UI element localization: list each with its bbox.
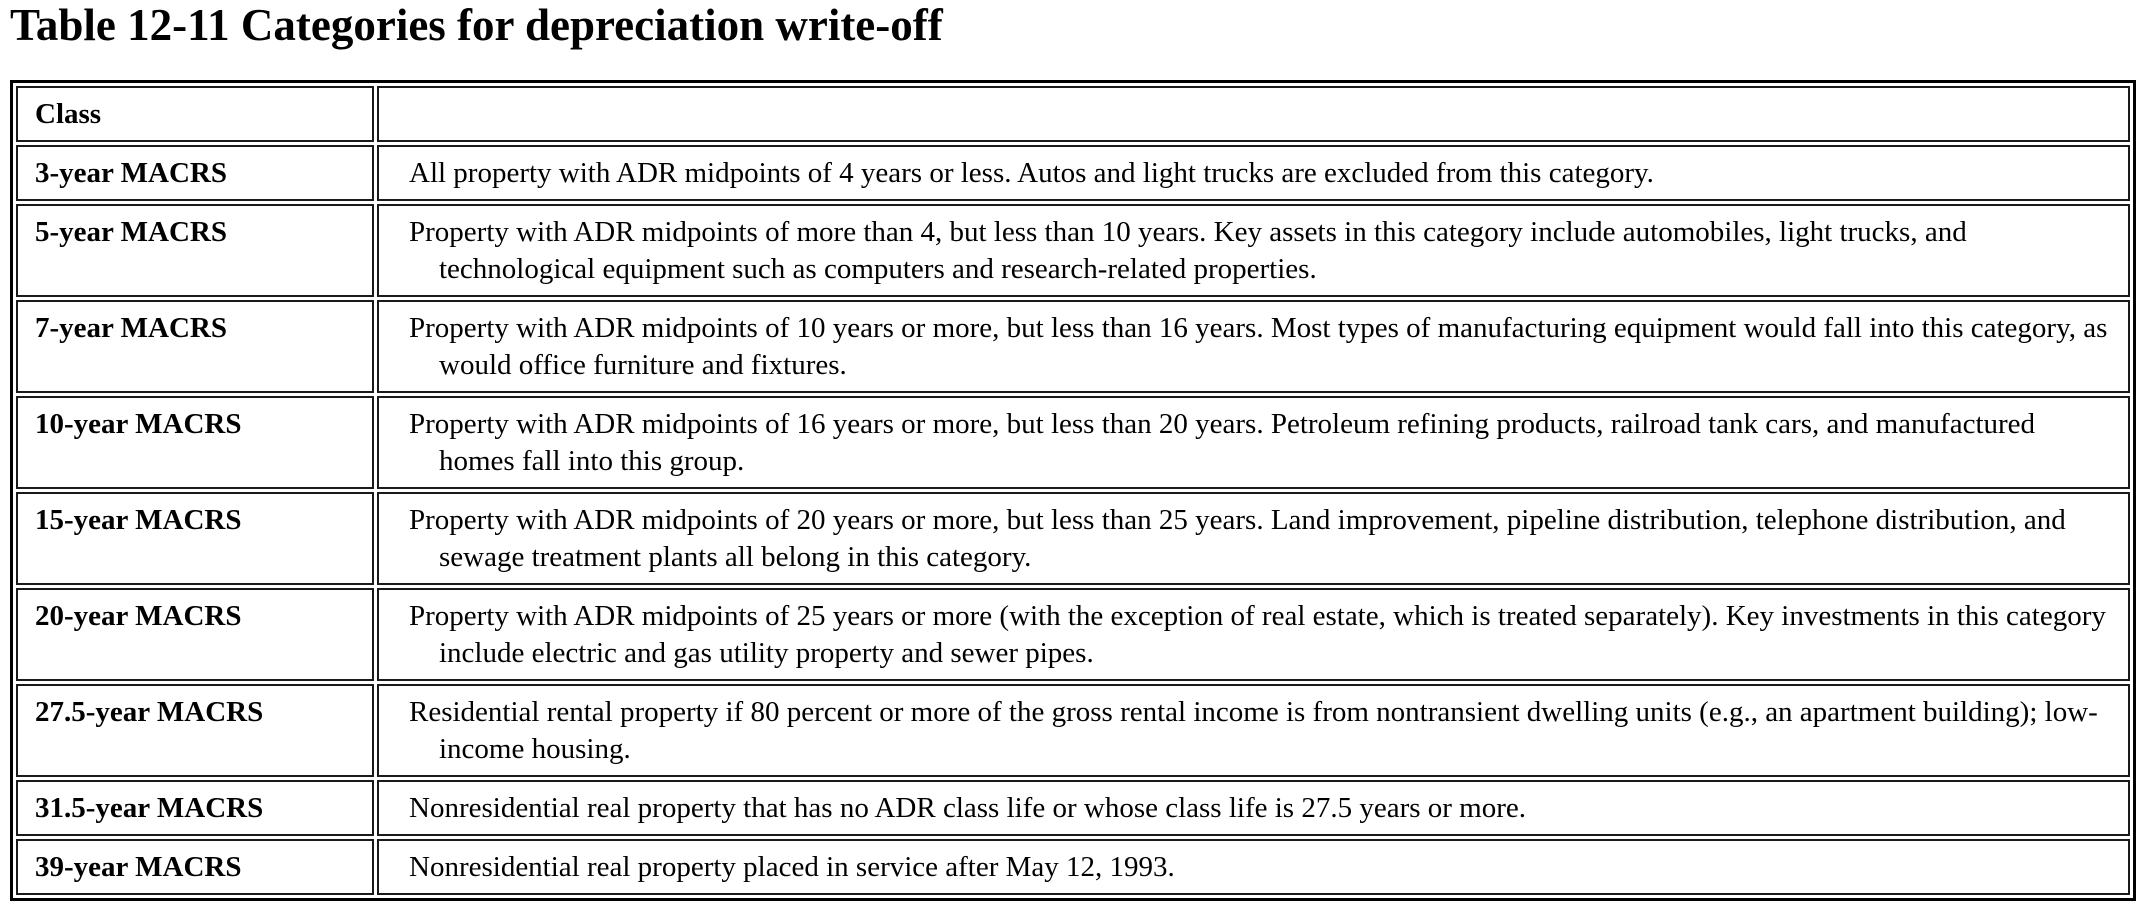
row-description: Residential rental property if 80 percen…: [377, 684, 2130, 778]
column-header-description: [377, 86, 2130, 143]
table-row: 5-year MACRS Property with ADR midpoints…: [16, 204, 2130, 298]
row-description: Property with ADR midpoints of 25 years …: [377, 588, 2130, 682]
table-row: 10-year MACRS Property with ADR midpoint…: [16, 396, 2130, 490]
row-description-text: Property with ADR midpoints of 25 years …: [409, 600, 2106, 670]
row-class-label: 20-year MACRS: [16, 588, 374, 682]
row-description: Property with ADR midpoints of more than…: [377, 204, 2130, 298]
page-title: Table 12-11 Categories for depreciation …: [10, 0, 943, 50]
table-row: 3-year MACRS All property with ADR midpo…: [16, 145, 2130, 202]
table-row: 39-year MACRS Nonresidential real proper…: [16, 839, 2130, 896]
table-row: 27.5-year MACRS Residential rental prope…: [16, 684, 2130, 778]
row-class-label: 3-year MACRS: [16, 145, 374, 202]
row-description-text: Residential rental property if 80 percen…: [409, 696, 2098, 766]
row-description: All property with ADR midpoints of 4 yea…: [377, 145, 2130, 202]
row-description-text: Property with ADR midpoints of 16 years …: [409, 408, 2036, 478]
table-body: Class 3-year MACRS All property with ADR…: [16, 86, 2130, 896]
row-class-label: 10-year MACRS: [16, 396, 374, 490]
table-row: 31.5-year MACRS Nonresidential real prop…: [16, 780, 2130, 837]
depreciation-categories-table: Class 3-year MACRS All property with ADR…: [10, 80, 2136, 902]
row-class-label: 27.5-year MACRS: [16, 684, 374, 778]
row-class-label: 31.5-year MACRS: [16, 780, 374, 837]
document-page: Table 12-11 Categories for depreciation …: [10, 0, 2136, 902]
row-description: Property with ADR midpoints of 10 years …: [377, 300, 2130, 394]
row-class-label: 5-year MACRS: [16, 204, 374, 298]
row-class-label: 15-year MACRS: [16, 492, 374, 586]
table-row: 15-year MACRS Property with ADR midpoint…: [16, 492, 2130, 586]
row-description-text: Nonresidential real property placed in s…: [409, 851, 1175, 884]
row-description-text: Nonresidential real property that has no…: [409, 792, 1527, 825]
column-header-class: Class: [16, 86, 374, 143]
row-description-text: Property with ADR midpoints of 10 years …: [409, 312, 2108, 382]
table-row: 20-year MACRS Property with ADR midpoint…: [16, 588, 2130, 682]
row-description: Nonresidential real property that has no…: [377, 780, 2130, 837]
row-description: Property with ADR midpoints of 16 years …: [377, 396, 2130, 490]
row-class-label: 7-year MACRS: [16, 300, 374, 394]
row-description: Nonresidential real property placed in s…: [377, 839, 2130, 896]
row-description-text: Property with ADR midpoints of 20 years …: [409, 504, 2066, 574]
table-row: 7-year MACRS Property with ADR midpoints…: [16, 300, 2130, 394]
row-description-text: Property with ADR midpoints of more than…: [409, 216, 1967, 286]
row-description: Property with ADR midpoints of 20 years …: [377, 492, 2130, 586]
row-class-label: 39-year MACRS: [16, 839, 374, 896]
row-description-text: All property with ADR midpoints of 4 yea…: [409, 157, 1654, 190]
table-header-row: Class: [16, 86, 2130, 143]
